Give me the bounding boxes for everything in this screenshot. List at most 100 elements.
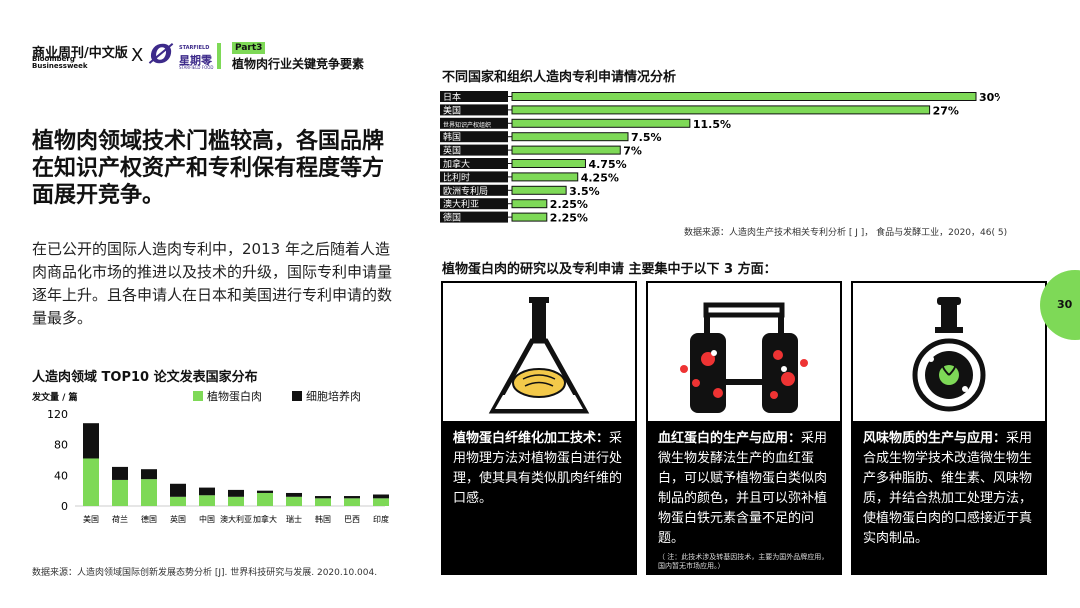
y-tick-label: 120: [47, 408, 68, 421]
bar: [511, 172, 579, 182]
card-flavor: 风味物质的生产与应用：采用合成生物学技术改造微生物生产多种脂肪、维生素、风味物质…: [851, 281, 1047, 575]
bar-segment-plant: [141, 479, 157, 506]
chart2-title: 不同国家和组织人造肉专利申请情况分析: [442, 70, 677, 85]
legend-item-cell: 细胞培养肉: [292, 388, 361, 404]
card-heme-note: （ 注：此技术涉及转基因技术，主要为国外品牌应用，国内暂无市场应用。）: [658, 553, 829, 570]
category-chip: [440, 184, 508, 196]
bar: [511, 118, 691, 128]
bar-segment-plant: [257, 492, 273, 506]
data-label: 7.5%: [631, 131, 662, 144]
data-label: 4.25%: [581, 171, 619, 184]
bar: [511, 185, 567, 195]
category-chip: [440, 198, 508, 210]
bar-segment-plant: [228, 496, 244, 506]
bar: [511, 105, 931, 115]
category-chip: [440, 131, 508, 143]
bar-segment-cell: [344, 496, 360, 499]
data-label: 30%: [979, 91, 1000, 104]
bar: [511, 212, 548, 222]
card-flavor-panel: [853, 421, 1045, 573]
card-fiber-text: 植物蛋白纤维化加工技术：采用物理方法对植物蛋白进行处理，使其具有类似肌肉纤维的口…: [453, 429, 629, 509]
card-heme-panel: [648, 421, 840, 573]
category-label: 美国: [443, 104, 461, 116]
bar-segment-cell: [315, 496, 331, 499]
card-flavor-text: 风味物质的生产与应用：采用合成生物学技术改造微生物生产多种脂肪、维生素、风味物质…: [863, 429, 1039, 549]
category-label: 加拿大: [443, 158, 470, 170]
bottle-icon: [912, 297, 986, 412]
category-label: 英国: [443, 145, 461, 157]
legend-label-plant: 植物蛋白肉: [207, 390, 262, 403]
data-label: 11.5%: [693, 118, 731, 131]
category-chip: [440, 91, 508, 102]
legend-swatch-cell: [292, 391, 302, 401]
bar-segment-cell: [286, 492, 302, 497]
partner-name-en: STARFIELD: [179, 45, 210, 51]
x-tick-label: 印度: [373, 514, 389, 524]
bar-segment-plant: [315, 498, 331, 506]
legend-swatch-plant: [193, 391, 203, 401]
bar-segment-plant: [373, 498, 389, 506]
card-flavor-desc: 采用合成生物学技术改造微生物生产多种脂肪、维生素、风味物质，并结合热加工处理方法…: [863, 431, 1033, 546]
bar-segment-cell: [112, 466, 128, 480]
category-label: 欧洲专利局: [443, 185, 488, 197]
x-tick-label: 德国: [141, 514, 157, 524]
y-tick-label: 80: [54, 439, 68, 452]
bar: [511, 159, 586, 168]
y-tick-label: 40: [54, 469, 68, 482]
category-chip: [440, 171, 508, 183]
chart2-source: 数据来源：人造肉生产技术相关专利分析 [ J ]， 食品与发酵工业，2020，4…: [684, 228, 1008, 238]
category-label: 比利时: [443, 171, 470, 183]
card-flavor-heading: 风味物质的生产与应用：: [863, 431, 1007, 446]
bar-segment-cell: [199, 487, 215, 496]
x-tick-label: 荷兰: [112, 514, 128, 524]
chart1-title: 人造肉领域 TOP10 论文发表国家分布: [32, 370, 258, 385]
bar: [511, 199, 548, 209]
category-chip: [440, 117, 508, 129]
bar-segment-cell: [228, 489, 244, 497]
bar-segment-plant: [199, 495, 215, 506]
category-label: 世界知识产权组织: [443, 121, 491, 129]
x-tick-label: 中国: [199, 514, 215, 524]
x-tick-label: 瑞士: [286, 514, 302, 524]
chart1-unit: 发文量 / 篇: [32, 393, 78, 403]
bar-segment-plant: [112, 479, 128, 506]
chart1-svg: 0 40 80 120 美国 荷兰 德国 英国 中国 澳大利亚 加拿大 瑞士 韩国 巴西 印度: [47, 408, 389, 524]
page-number: 30: [1057, 298, 1073, 311]
partner-subtitle: STARFIELD FOOD: [179, 65, 214, 70]
bar-segment-plant: [170, 496, 186, 506]
data-label: 2.25%: [550, 198, 588, 211]
bioreactor-icon: [680, 302, 808, 413]
headline: 植物肉领域技术门槛较高，各国品牌在知识产权资产和专利保有程度等方面展开竞争。: [32, 129, 385, 208]
x-tick-label: 美国: [83, 514, 99, 524]
y-tick-label: 0: [61, 500, 68, 513]
chart1-source: 数据来源：人造肉领域国际创新发展态势分析 [J]. 世界科技研究与发展. 202…: [32, 568, 378, 578]
bar-segment-plant: [83, 458, 99, 506]
category-chip: [440, 158, 508, 169]
bar-segment-plant: [344, 498, 360, 506]
brand-english: Bloomberg Businessweek: [32, 55, 88, 70]
bar-segment-cell: [170, 483, 186, 497]
brand-title: 商业周刊/中文版: [32, 46, 128, 61]
partner-name-cn: 星期零: [179, 54, 212, 67]
card-heme-desc: 采用微生物发酵法生产的血红蛋白，可以赋予植物蛋白类似肉制品的颜色，并且可以弥补植…: [658, 431, 828, 546]
category-label: 德国: [443, 212, 461, 224]
chart2-svg: 日本 30% 美国 27% 世界知识产权组织 11.5% 韩国 7.5% 英国 7% 加拿大 4.75…: [440, 91, 1000, 224]
section-title: 植物蛋白肉的研究以及专利申请 主要集中于以下 3 方面：: [442, 262, 777, 277]
bar-segment-cell: [373, 494, 389, 499]
category-chip: [440, 104, 508, 116]
bar-segment-cell: [257, 490, 273, 493]
bar: [511, 92, 977, 101]
category-label: 澳大利亚: [443, 198, 479, 210]
part-badge: Part3: [232, 42, 266, 54]
card-fiber-desc: 采用物理方法对植物蛋白进行处理，使其具有类似肌肉纤维的口感。: [453, 431, 623, 506]
card-fiber-heading: 植物蛋白纤维化加工技术：: [453, 431, 610, 446]
data-label: 4.75%: [588, 158, 626, 171]
data-label: 27%: [933, 104, 959, 117]
bar-segment-cell: [83, 423, 99, 459]
x-tick-label: 英国: [170, 514, 186, 524]
category-label: 韩国: [443, 131, 461, 143]
data-label: 2.25%: [550, 212, 588, 224]
collab-x: X: [131, 45, 144, 66]
partner-logo: Ø: [150, 40, 173, 70]
data-label: 3.5%: [569, 185, 600, 198]
